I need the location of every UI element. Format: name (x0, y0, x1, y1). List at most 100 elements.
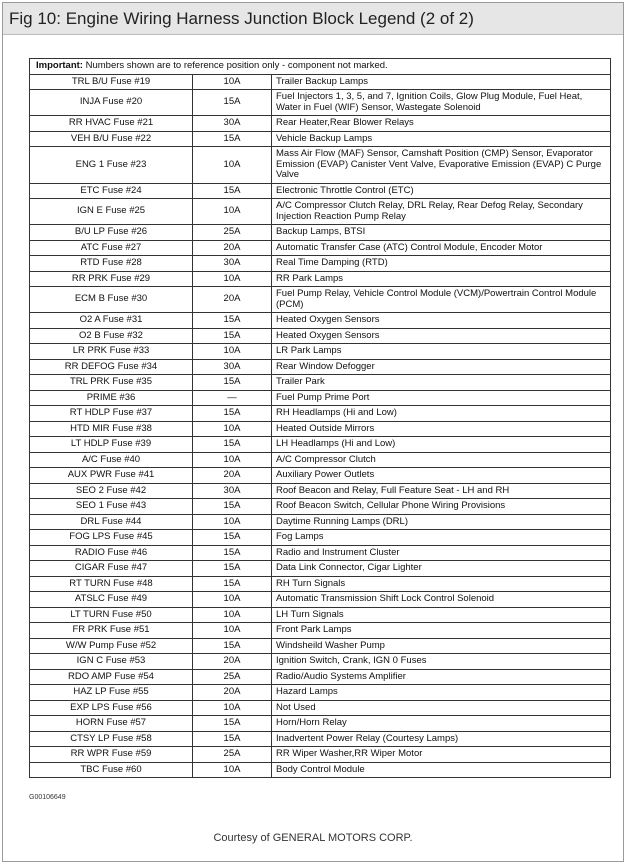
fuse-name: TRL PRK Fuse #35 (29, 374, 193, 391)
important-row: Important: Numbers shown are to referenc… (29, 58, 611, 75)
fuse-circuit: LH Headlamps (Hi and Low) (271, 436, 611, 453)
important-label: Important: (36, 60, 83, 71)
fuse-circuit: Electronic Throttle Control (ETC) (271, 182, 611, 199)
fuse-name: RADIO Fuse #46 (29, 544, 193, 561)
fuse-rating: 10A (192, 73, 272, 90)
table-row: RR PRK Fuse #29 10A RR Park Lamps (29, 270, 611, 287)
fuse-name: CIGAR Fuse #47 (29, 560, 193, 577)
table-row: VEH B/U Fuse #22 15A Vehicle Backup Lamps (29, 130, 611, 147)
fuse-name: RR HVAC Fuse #21 (29, 115, 193, 132)
fuse-name: B/U LP Fuse #26 (29, 224, 193, 241)
fuse-name: LT TURN Fuse #50 (29, 606, 193, 623)
table-row: RDO AMP Fuse #54 25A Radio/Audio Systems A… (29, 668, 611, 685)
fuse-rating: 10A (192, 699, 272, 716)
fuse-rating: 15A (192, 130, 272, 147)
fuse-rating: 20A (192, 684, 272, 701)
table-row: INJA Fuse #20 15A Fuel Injectors 1, 3, 5, … (29, 89, 611, 116)
fuse-circuit: LR Park Lamps (271, 343, 611, 360)
fuse-rating: 20A (192, 239, 272, 256)
fuse-rating: 20A (192, 286, 272, 313)
table-row: W/W Pump Fuse #52 15A Windsheild Washer Pu… (29, 637, 611, 654)
table-row: IGN C Fuse #53 20A Ignition Switch, Crank,… (29, 653, 611, 670)
table-row: FR PRK Fuse #51 10A Front Park Lamps (29, 622, 611, 639)
fuse-name: LT HDLP Fuse #39 (29, 436, 193, 453)
fuse-circuit: Heated Outside Mirrors (271, 420, 611, 437)
fuse-circuit: Trailer Backup Lamps (271, 73, 611, 90)
fuse-rating: 30A (192, 358, 272, 375)
important-text: Numbers shown are to reference position … (85, 60, 388, 71)
fuse-circuit: Radio and Instrument Cluster (271, 544, 611, 561)
fuse-circuit: Not Used (271, 699, 611, 716)
table-row: RR DEFOG Fuse #34 30A Rear Window Defogger (29, 358, 611, 375)
figure-code: G00106649 (29, 794, 66, 801)
fuse-circuit: Heated Oxygen Sensors (271, 327, 611, 344)
table-row: RT TURN Fuse #48 15A RH Turn Signals (29, 575, 611, 592)
fuse-name: VEH B/U Fuse #22 (29, 130, 193, 147)
fuse-circuit: Automatic Transfer Case (ATC) Control Mo… (271, 239, 611, 256)
fuse-rating: 10A (192, 606, 272, 623)
table-body: Important: Numbers shown are to referenc… (29, 58, 611, 778)
table-row: EXP LPS Fuse #56 10A Not Used (29, 699, 611, 716)
fuse-name: SEO 1 Fuse #43 (29, 498, 193, 515)
fuse-name: RR DEFOG Fuse #34 (29, 358, 193, 375)
fuse-rating: 15A (192, 405, 272, 422)
fuse-circuit: Inadvertent Power Relay (Courtesy Lamps) (271, 730, 611, 747)
fuse-name: HTD MIR Fuse #38 (29, 420, 193, 437)
table-row: DRL Fuse #44 10A Daytime Running Lamps (DR… (29, 513, 611, 530)
fuse-name: LR PRK Fuse #33 (29, 343, 193, 360)
fuse-circuit: Roof Beacon Switch, Cellular Phone Wirin… (271, 498, 611, 515)
fuse-circuit: RH Turn Signals (271, 575, 611, 592)
fuse-circuit: RR Wiper Washer,RR Wiper Motor (271, 746, 611, 763)
table-row: HAZ LP Fuse #55 20A Hazard Lamps (29, 684, 611, 701)
fuse-circuit: Data Link Connector, Cigar Lighter (271, 560, 611, 577)
fuse-name: A/C Fuse #40 (29, 451, 193, 468)
fuse-rating: 10A (192, 270, 272, 287)
fuse-rating: 25A (192, 746, 272, 763)
fuse-name: IGN C Fuse #53 (29, 653, 193, 670)
figure-title: Fig 10: Engine Wiring Harness Junction B… (3, 3, 623, 35)
fuse-rating: 15A (192, 327, 272, 344)
table-row: ATSLC Fuse #49 10A Automatic Transmission … (29, 591, 611, 608)
fuse-circuit: Rear Window Defogger (271, 358, 611, 375)
important-cell: Important: Numbers shown are to referenc… (29, 58, 611, 75)
fuse-circuit: Trailer Park (271, 374, 611, 391)
table-row: B/U LP Fuse #26 25A Backup Lamps, BTSI (29, 224, 611, 241)
fuse-rating: 10A (192, 420, 272, 437)
fuse-name: CTSY LP Fuse #58 (29, 730, 193, 747)
credit: Courtesy of GENERAL MOTORS CORP. (213, 832, 413, 844)
table-row: PRIME #36— Fuel Pump Prime Port (29, 389, 611, 406)
table-row: HTD MIR Fuse #38 10A Heated Outside Mirror… (29, 420, 611, 437)
fuse-name: FR PRK Fuse #51 (29, 622, 193, 639)
fuse-circuit: Roof Beacon and Relay, Full Feature Seat… (271, 482, 611, 499)
fuse-rating: 10A (192, 761, 272, 778)
fuse-name: ETC Fuse #24 (29, 182, 193, 199)
table-row: LT HDLP Fuse #39 15A LH Headlamps (Hi and … (29, 436, 611, 453)
fuse-rating: 15A (192, 715, 272, 732)
fuse-name: O2 A Fuse #31 (29, 312, 193, 329)
fuse-name: W/W Pump Fuse #52 (29, 637, 193, 654)
fuse-circuit: RR Park Lamps (271, 270, 611, 287)
table-row: RR WPR Fuse #59 25A RR Wiper Washer,RR Wip… (29, 746, 611, 763)
fuse-circuit: Fuel Pump Prime Port (271, 389, 611, 406)
fuse-name: DRL Fuse #44 (29, 513, 193, 530)
table-row: ETC Fuse #24 15A Electronic Throttle Contr… (29, 182, 611, 199)
fuse-rating: 10A (192, 591, 272, 608)
fuse-rating: 10A (192, 622, 272, 639)
fuse-rating: 25A (192, 668, 272, 685)
fuse-rating: 10A (192, 343, 272, 360)
table-row: ENG 1 Fuse #23 10A Mass Air Flow (MAF) Sen… (29, 146, 611, 184)
fuse-name: AUX PWR Fuse #41 (29, 467, 193, 484)
fuse-circuit: Fuel Injectors 1, 3, 5, and 7, Ignition … (271, 89, 611, 116)
fuse-circuit: A/C Compressor Clutch Relay, DRL Relay, … (271, 198, 611, 225)
table-row: IGN E Fuse #25 10A A/C Compressor Clutch R… (29, 198, 611, 225)
table-row: TRL PRK Fuse #35 15A Trailer Park (29, 374, 611, 391)
fuse-circuit: Auxiliary Power Outlets (271, 467, 611, 484)
fuse-rating: 15A (192, 89, 272, 116)
fuse-rating: 30A (192, 115, 272, 132)
fuse-name: RDO AMP Fuse #54 (29, 668, 193, 685)
fuse-name: TRL B/U Fuse #19 (29, 73, 193, 90)
fuse-rating: 30A (192, 482, 272, 499)
fuse-name: RT TURN Fuse #48 (29, 575, 193, 592)
